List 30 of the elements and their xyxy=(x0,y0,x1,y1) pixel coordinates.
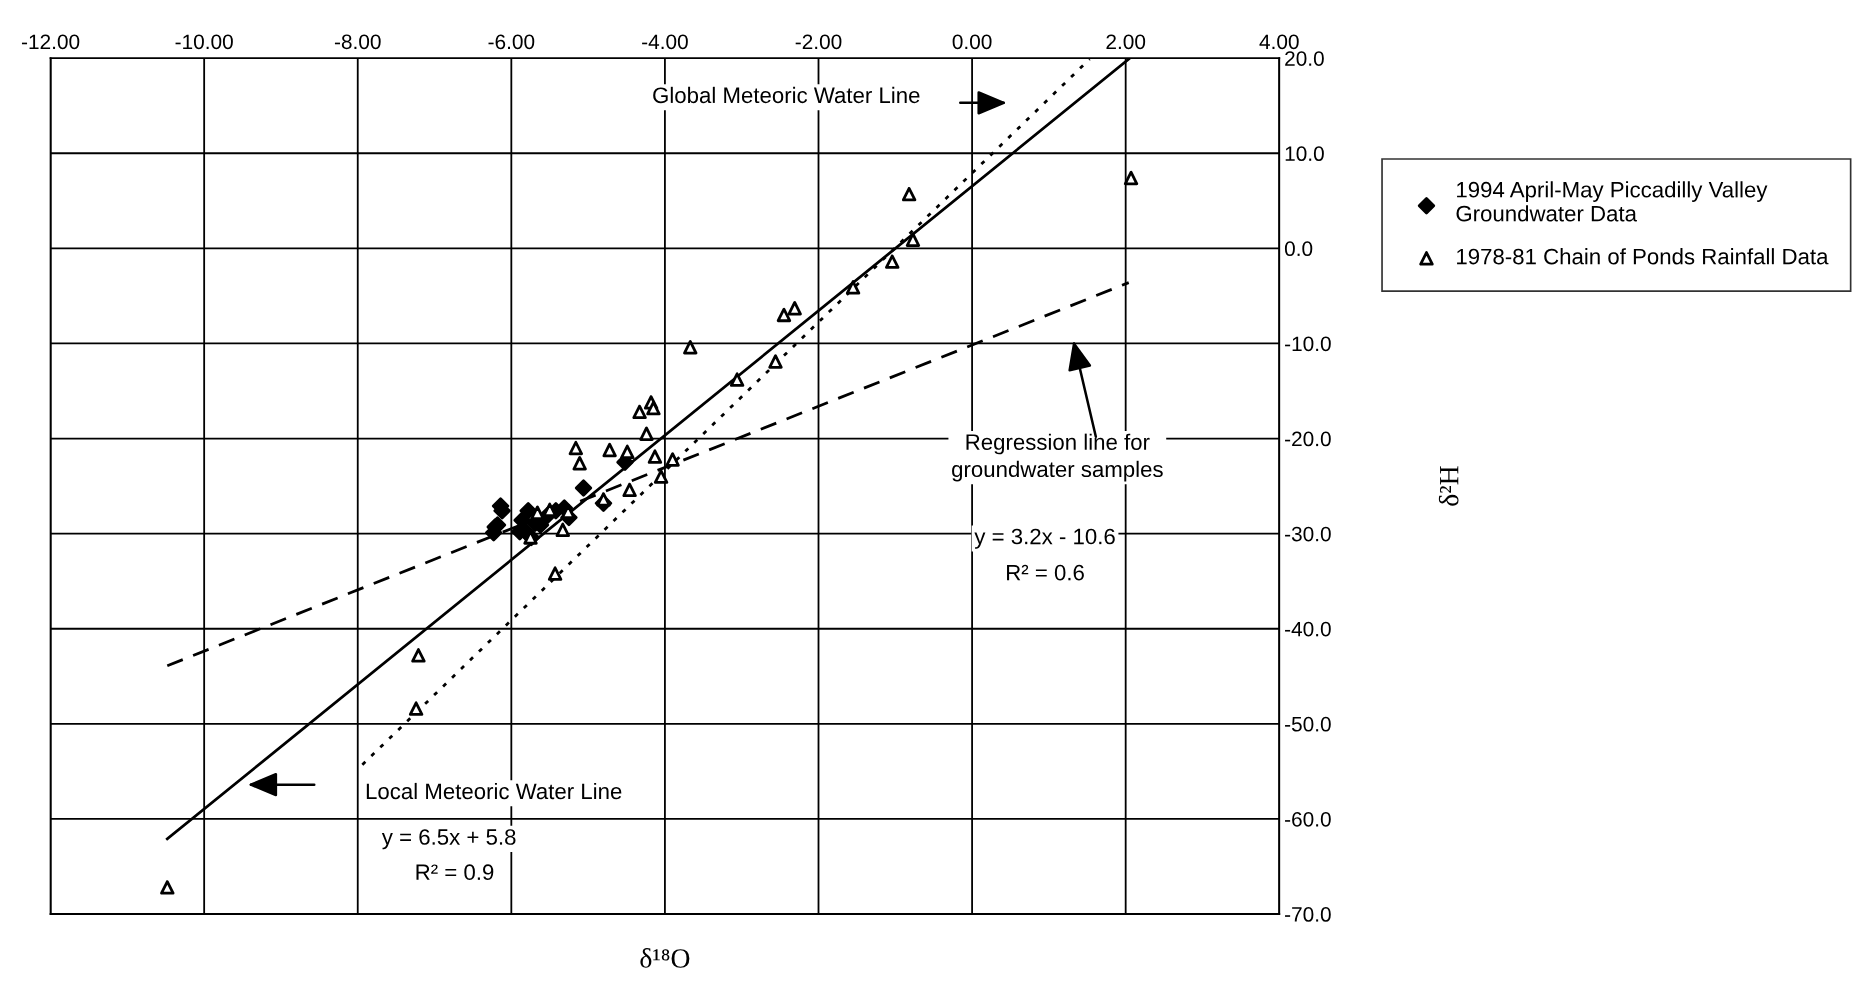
legend-label: 1978-81 Chain of Ponds Rainfall Data xyxy=(1457,248,1829,265)
x-tick-label: -8.00 xyxy=(334,34,381,50)
annotation: R² = 0.6 xyxy=(1007,564,1084,581)
y-tick-label: -20.0 xyxy=(1285,431,1331,447)
x-tick-label: -2.00 xyxy=(795,34,842,50)
x-tick-label: 2.00 xyxy=(1106,34,1146,50)
x-tick-label: -10.00 xyxy=(175,34,233,50)
y-tick-label: 10.0 xyxy=(1285,146,1324,162)
y-tick-label: 20.0 xyxy=(1285,51,1324,66)
x-tick-label: -6.00 xyxy=(488,34,535,50)
y-tick-label: -30.0 xyxy=(1285,526,1331,542)
y-axis-title: δ²H xyxy=(1438,466,1459,506)
x-tick-label: -12.00 xyxy=(21,34,80,50)
y-tick-label: -50.0 xyxy=(1285,716,1331,732)
y-tick-label: -40.0 xyxy=(1285,621,1331,637)
annotation: y = 6.5x + 5.8 xyxy=(381,829,516,850)
annotation: R² = 0.9 xyxy=(416,864,494,881)
annotation: Global Meteoric Water Line xyxy=(653,86,920,104)
annotation: y = 3.2x - 10.6 xyxy=(974,528,1115,549)
x-axis-title: δ¹⁸O xyxy=(640,948,690,968)
y-tick-label: -60.0 xyxy=(1285,811,1331,827)
annotation: Regression line for groundwater samples xyxy=(952,433,1163,482)
x-tick-label: -4.00 xyxy=(642,34,688,50)
legend-label: 1994 April-May Piccadilly Valley Groundwater Data xyxy=(1456,181,1768,222)
annotation: Local Meteoric Water Line xyxy=(366,782,622,800)
y-tick-label: 0.0 xyxy=(1284,241,1313,257)
y-tick-label: -10.0 xyxy=(1285,336,1331,352)
x-tick-label: 0.00 xyxy=(952,34,992,50)
y-tick-label: -70.0 xyxy=(1285,907,1331,922)
x-tick-label: 4.00 xyxy=(1259,34,1299,50)
